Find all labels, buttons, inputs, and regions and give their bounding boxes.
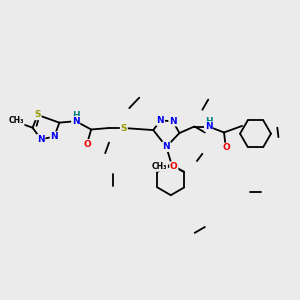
Text: O: O	[170, 162, 178, 171]
Text: O: O	[84, 140, 92, 149]
Text: S: S	[121, 124, 127, 133]
Text: N: N	[157, 116, 164, 125]
Text: N: N	[163, 142, 170, 151]
Text: N: N	[50, 132, 58, 141]
Text: N: N	[72, 117, 80, 126]
Text: CH₃: CH₃	[8, 116, 24, 125]
Text: N: N	[205, 122, 212, 131]
Text: H: H	[72, 111, 80, 120]
Text: S: S	[34, 110, 41, 119]
Text: O: O	[222, 143, 230, 152]
Text: N: N	[169, 117, 177, 126]
Text: H: H	[205, 117, 212, 126]
Text: CH₃: CH₃	[152, 162, 167, 171]
Text: N: N	[37, 135, 45, 144]
